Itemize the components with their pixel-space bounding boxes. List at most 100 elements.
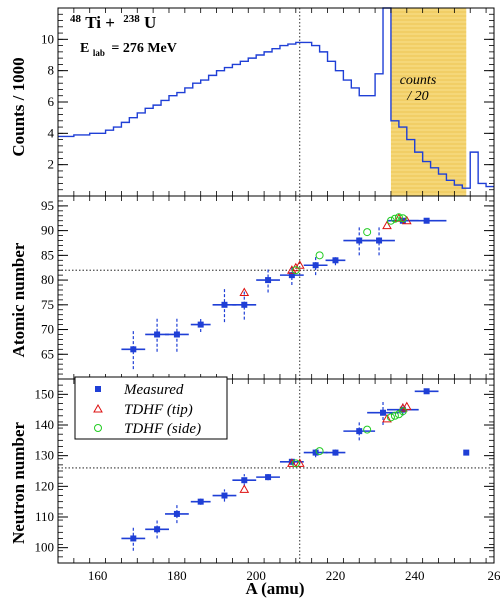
measured-point — [241, 477, 248, 484]
measured-point — [356, 428, 363, 435]
reference-lines — [58, 196, 494, 379]
y-tick-label: 85 — [41, 247, 54, 262]
tdhf-tip-point — [286, 458, 297, 467]
histogram-line — [58, 7, 494, 189]
measured-point — [356, 237, 363, 244]
x-tick-label: 200 — [246, 568, 266, 583]
energy-sub: lab — [93, 48, 105, 58]
y-axis-ticks: 65 70 75 80 85 90 95 — [41, 195, 494, 380]
counts-panel: 2 4 6 8 10 48 Ti + 238 U E lab = 276 MeV cou… — [9, 7, 495, 197]
legend-label-tdhf-side: TDHF (side) — [124, 421, 201, 437]
measured-point — [197, 498, 204, 505]
x-tick-label: 240 — [405, 568, 425, 583]
measured-point — [154, 526, 161, 533]
tdhf-side-point — [363, 228, 372, 237]
tdhf-side-point — [398, 407, 407, 416]
shade-fill — [390, 8, 467, 196]
x-tick-label: 26 — [488, 568, 500, 583]
atomic-number-points — [121, 213, 447, 370]
y-tick-label: 130 — [35, 448, 55, 463]
reference-lines — [58, 379, 494, 563]
neutron-number-points — [121, 388, 470, 551]
x-tick-label: 180 — [167, 568, 187, 583]
legend-marker-tdhf-tip — [93, 403, 103, 413]
projectile-mass: 48 — [70, 13, 82, 25]
y-tick-label: 10 — [41, 31, 54, 46]
measured-point — [265, 474, 272, 481]
tdhf-tip-point — [294, 260, 305, 269]
legend: Measured TDHF (tip) TDHF (side) — [74, 376, 228, 440]
y-tick-label: 75 — [41, 297, 54, 312]
measured-point — [154, 331, 161, 338]
y-axis-title-counts: Counts / 1000 — [9, 57, 28, 156]
x-tick-label: 160 — [88, 568, 108, 583]
y-tick-label: 150 — [35, 386, 55, 401]
y-tick-label: 70 — [41, 322, 54, 337]
tdhf-side-point — [315, 251, 324, 260]
tdhf-tip-point — [397, 403, 408, 412]
shaded-region — [390, 7, 467, 196]
legend-markers — [93, 386, 103, 432]
measured-point — [173, 331, 180, 338]
measured-point — [288, 458, 295, 465]
y-tick-label: 80 — [41, 272, 54, 287]
shade-label-line1: counts — [400, 73, 437, 88]
axis-ticks: 100 110 120 130 140 150 160 180 200 220 240 26 — [35, 378, 500, 583]
tdhf-tip-point — [382, 413, 392, 423]
x-axis-title: A (amu) — [245, 579, 304, 598]
tdhf-side-point — [291, 266, 300, 275]
tdhf-side-point — [315, 447, 324, 456]
y-tick-label: 95 — [41, 198, 54, 213]
measured-point — [130, 346, 137, 353]
tdhf-side-point — [386, 216, 395, 225]
energy-prefix: E — [80, 41, 89, 56]
y-axis-title-neutron: Neutron number — [9, 422, 28, 544]
tdhf-tip-point — [401, 401, 412, 411]
measured-point — [197, 321, 204, 328]
y-tick-label: 140 — [35, 417, 55, 432]
measured-point — [463, 449, 470, 456]
measured-point — [130, 535, 137, 542]
tdhf-side-point — [390, 214, 399, 223]
tdhf-tip-point — [294, 458, 305, 467]
tdhf-tip-point — [401, 215, 412, 225]
tdhf-tip-point — [239, 287, 250, 296]
measured-point — [173, 510, 180, 517]
measured-point — [380, 409, 387, 416]
measured-point — [288, 272, 295, 279]
energy-value: = 276 MeV — [111, 41, 177, 56]
tdhf-side-point — [390, 411, 399, 420]
legend-label-measured: Measured — [123, 382, 184, 398]
projectile: Ti + — [85, 13, 115, 32]
y-tick-label: 2 — [48, 157, 55, 172]
y-tick-label: 110 — [35, 509, 54, 524]
atomic-number-panel: 65 70 75 80 85 90 95 Atomic number — [9, 195, 495, 380]
tdhf-side-point — [394, 213, 403, 222]
legend-label-tdhf-tip: TDHF (tip) — [124, 402, 193, 418]
tdhf-side-point — [386, 413, 395, 422]
target: U — [144, 13, 156, 32]
target-mass: 238 — [123, 13, 140, 25]
tdhf-side-point — [363, 425, 372, 434]
y-axis-ticks: 2 4 6 8 10 — [41, 8, 494, 197]
neutron-number-panel: 100 110 120 130 140 150 160 180 200 220 240 26 Meas… — [9, 376, 500, 598]
y-tick-label: 65 — [41, 346, 54, 361]
y-axis-title-atomic: Atomic number — [9, 242, 28, 357]
y-tick-label: 4 — [48, 125, 55, 140]
tdhf-tip-point — [382, 220, 392, 230]
measured-point — [221, 492, 228, 499]
y-tick-label: 120 — [35, 478, 55, 493]
measured-point — [312, 449, 319, 456]
reaction-label: 48 Ti + 238 U — [70, 7, 156, 32]
legend-marker-measured — [95, 386, 101, 392]
measured-point — [221, 301, 228, 308]
measured-point — [312, 262, 319, 269]
shade-label-line2: / 20 — [406, 89, 428, 104]
y-tick-label: 90 — [41, 223, 54, 238]
tdhf-tip-point — [239, 484, 250, 493]
measured-point — [423, 388, 430, 395]
measured-point — [241, 301, 248, 308]
y-tick-label: 8 — [48, 63, 55, 78]
y-tick-label: 100 — [35, 540, 55, 555]
